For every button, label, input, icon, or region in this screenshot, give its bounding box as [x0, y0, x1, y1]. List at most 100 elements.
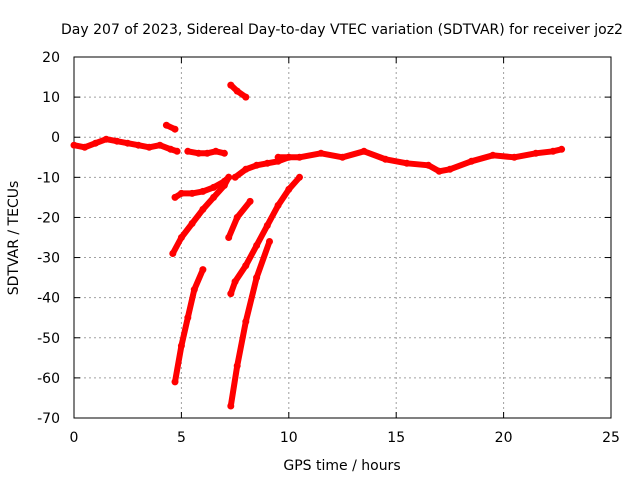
data-point: [296, 153, 303, 161]
data-point: [242, 318, 250, 326]
y-tick-label: -50: [37, 331, 60, 347]
data-point: [177, 189, 185, 197]
data-point: [227, 402, 235, 410]
data-point: [190, 286, 198, 294]
data-point: [145, 143, 153, 151]
data-point: [263, 159, 271, 167]
series-layer: [70, 81, 566, 410]
y-tick-label: 0: [51, 130, 60, 146]
y-tick-label: -60: [37, 371, 60, 387]
tick-labels: 0 5 10 15 20 25 20 10 0 -10 -20 -30 -40 -50 -60 -70: [37, 50, 620, 446]
series-diag-7.3-9.1h: [227, 238, 273, 409]
data-point: [169, 250, 177, 257]
chart-title: Day 207 of 2023, Sidereal Day-to-day VTE…: [61, 22, 623, 38]
data-point: [212, 147, 220, 155]
series-diag-4.7-6.0h: [172, 266, 206, 385]
data-point: [317, 149, 325, 157]
data-point: [296, 173, 303, 181]
data-point: [263, 222, 271, 229]
data-point: [446, 165, 454, 173]
data-point: [233, 362, 241, 370]
data-point: [532, 149, 540, 157]
data-point: [124, 139, 132, 147]
data-point: [195, 149, 203, 157]
data-point: [339, 153, 346, 161]
data-point: [171, 193, 179, 201]
data-point: [113, 137, 121, 145]
data-point: [467, 157, 475, 165]
data-point: [220, 149, 228, 157]
data-point: [177, 234, 185, 241]
data-point: [188, 220, 196, 227]
data-point: [233, 87, 241, 95]
data-point: [173, 147, 181, 155]
data-point: [558, 145, 566, 153]
data-point: [225, 173, 233, 181]
x-tick-label: 15: [387, 430, 405, 446]
data-point: [171, 125, 179, 133]
data-point: [134, 141, 142, 149]
y-tick-label: 10: [42, 90, 60, 106]
data-point: [70, 141, 78, 149]
data-point: [382, 155, 389, 163]
data-point: [246, 197, 254, 205]
data-point: [266, 238, 273, 245]
y-tick-label: -10: [37, 170, 60, 186]
x-tick-label: 10: [280, 430, 298, 446]
data-point: [199, 266, 207, 274]
data-point: [242, 165, 250, 173]
data-point: [227, 81, 235, 89]
series-main-band-right: [275, 146, 565, 175]
y-tick-label: -40: [37, 291, 60, 307]
data-point: [220, 181, 228, 189]
data-point: [549, 147, 557, 155]
data-point: [285, 185, 293, 193]
data-point: [231, 278, 239, 286]
data-point: [102, 135, 110, 143]
data-point: [92, 139, 99, 147]
data-point: [274, 153, 282, 161]
x-tick-label: 25: [602, 430, 620, 446]
data-point: [227, 290, 235, 298]
plot-frame: [73, 56, 612, 419]
data-point: [242, 262, 250, 270]
data-point: [253, 161, 261, 169]
data-point: [171, 378, 179, 386]
data-point: [203, 149, 211, 157]
data-point: [210, 193, 218, 201]
y-tick-label: -70: [37, 411, 60, 427]
data-point: [253, 274, 261, 282]
y-tick-label: 20: [42, 50, 60, 66]
data-point: [489, 151, 497, 159]
y-tick-label: -30: [37, 251, 60, 267]
x-tick-label: 0: [70, 430, 79, 446]
x-tick-label: 5: [177, 430, 186, 446]
data-point: [184, 314, 192, 322]
data-point: [360, 147, 368, 155]
data-point: [233, 213, 241, 221]
grid: [74, 57, 611, 418]
data-point: [403, 159, 411, 167]
data-point: [156, 141, 164, 149]
data-point: [242, 93, 250, 101]
data-point: [162, 121, 170, 129]
data-point: [435, 167, 443, 175]
x-axis-label: GPS time / hours: [283, 458, 400, 474]
data-point: [167, 145, 175, 153]
y-tick-label: -20: [37, 210, 60, 226]
tick-marks: [73, 56, 612, 419]
x-tick-label: 20: [495, 430, 513, 446]
data-point: [274, 201, 282, 209]
data-point: [199, 187, 207, 195]
data-point: [81, 143, 89, 151]
data-point: [184, 147, 192, 155]
data-point: [177, 342, 185, 350]
data-point: [225, 234, 233, 241]
y-axis-label: SDTVAR / TECUs: [6, 181, 22, 296]
series-diag-7.3-10.5h: [227, 174, 303, 297]
data-point: [188, 189, 196, 197]
data-point: [253, 242, 261, 249]
data-point: [210, 183, 218, 191]
data-point: [231, 173, 239, 181]
